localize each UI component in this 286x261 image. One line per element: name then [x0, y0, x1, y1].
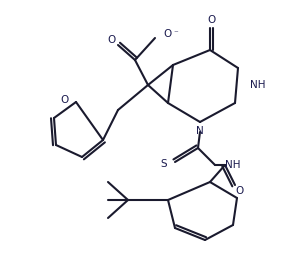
Text: NH: NH	[250, 80, 265, 90]
Text: O: O	[163, 29, 171, 39]
Text: O: O	[236, 186, 244, 196]
Text: O: O	[108, 35, 116, 45]
Text: ⁻: ⁻	[173, 29, 178, 39]
Text: S: S	[160, 159, 167, 169]
Text: O: O	[208, 15, 216, 25]
Text: O: O	[61, 95, 69, 105]
Text: N: N	[196, 126, 204, 136]
Text: NH: NH	[225, 160, 241, 170]
